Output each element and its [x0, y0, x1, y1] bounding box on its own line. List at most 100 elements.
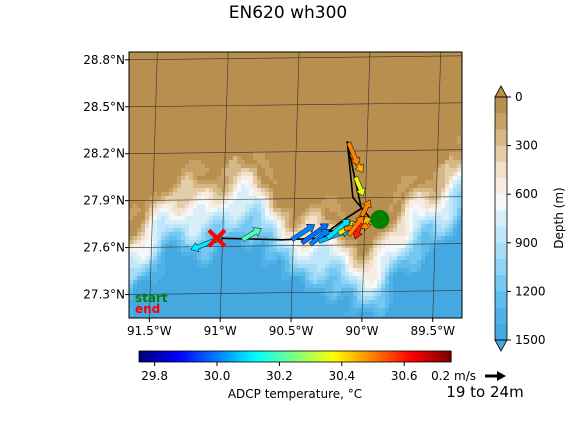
bathymetry-cell — [389, 256, 394, 261]
bathymetry-cell — [141, 212, 146, 217]
bathymetry-cell — [369, 284, 374, 289]
bathymetry-cell — [253, 64, 258, 69]
bathymetry-cell — [401, 156, 406, 161]
bathymetry-cell — [193, 232, 198, 237]
bathymetry-cell — [429, 176, 434, 181]
bathymetry-cell — [153, 260, 158, 265]
bathymetry-cell — [205, 264, 210, 269]
bathymetry-cell — [153, 208, 158, 213]
bathymetry-cell — [377, 108, 382, 113]
bathymetry-cell — [437, 60, 442, 65]
bathymetry-cell — [233, 60, 238, 65]
bathymetry-cell — [129, 192, 134, 197]
bathymetry-cell — [457, 276, 462, 281]
bathymetry-cell — [333, 128, 338, 133]
bathymetry-cell — [365, 68, 370, 73]
bathymetry-cell — [129, 52, 134, 57]
bathymetry-cell — [201, 240, 206, 245]
bathymetry-cell — [133, 240, 138, 245]
bathymetry-cell — [173, 76, 178, 81]
bathymetry-cell — [409, 224, 414, 229]
bathymetry-cell — [285, 144, 290, 149]
bathymetry-cell — [281, 184, 286, 189]
bathymetry-cell — [389, 160, 394, 165]
bathymetry-cell — [277, 60, 282, 65]
bathymetry-cell — [233, 92, 238, 97]
bathymetry-cell — [205, 192, 210, 197]
bathymetry-cell — [449, 56, 454, 61]
bathymetry-cell — [373, 72, 378, 77]
bathymetry-cell — [321, 64, 326, 69]
bathymetry-cell — [437, 184, 442, 189]
bathymetry-cell — [189, 268, 194, 273]
bathymetry-cell — [349, 56, 354, 61]
bathymetry-cell — [453, 72, 458, 77]
bathymetry-cell — [177, 216, 182, 221]
bathymetry-cell — [381, 232, 386, 237]
bathymetry-cell — [201, 120, 206, 125]
bathymetry-cell — [325, 96, 330, 101]
bathymetry-cell — [385, 116, 390, 121]
bathymetry-cell — [177, 72, 182, 77]
bathymetry-cell — [201, 156, 206, 161]
bathymetry-cell — [305, 108, 310, 113]
bathymetry-cell — [293, 72, 298, 77]
bathymetry-cell — [169, 84, 174, 89]
bathymetry-cell — [249, 176, 254, 181]
bathymetry-cell — [149, 156, 154, 161]
bathymetry-cell — [133, 204, 138, 209]
bathymetry-cell — [129, 168, 134, 173]
bathymetry-cell — [161, 236, 166, 241]
bathymetry-cell — [261, 64, 266, 69]
bathymetry-cell — [249, 100, 254, 105]
bathymetry-cell — [129, 68, 134, 73]
bathymetry-cell — [377, 84, 382, 89]
bathymetry-cell — [365, 152, 370, 157]
bathymetry-cell — [385, 108, 390, 113]
bathymetry-cell — [369, 256, 374, 261]
bathymetry-cell — [421, 72, 426, 77]
bathymetry-cell — [321, 168, 326, 173]
bathymetry-cell — [205, 284, 210, 289]
bathymetry-cell — [393, 200, 398, 205]
bathymetry-cell — [281, 132, 286, 137]
bathymetry-cell — [157, 256, 162, 261]
bathymetry-cell — [229, 256, 234, 261]
bathymetry-cell — [181, 148, 186, 153]
bathymetry-cell — [237, 268, 242, 273]
bathymetry-cell — [277, 220, 282, 225]
bathymetry-cell — [157, 148, 162, 153]
bathymetry-cell — [209, 148, 214, 153]
bathymetry-cell — [173, 236, 178, 241]
bathymetry-cell — [329, 280, 334, 285]
bathymetry-cell — [229, 108, 234, 113]
bathymetry-cell — [397, 200, 402, 205]
bathymetry-cell — [417, 268, 422, 273]
bathymetry-cell — [449, 132, 454, 137]
bathymetry-cell — [325, 216, 330, 221]
bathymetry-cell — [129, 232, 134, 237]
bathymetry-cell — [225, 116, 230, 121]
bathymetry-cell — [337, 264, 342, 269]
bathymetry-cell — [229, 288, 234, 293]
bathymetry-cell — [281, 280, 286, 285]
bathymetry-cell — [301, 96, 306, 101]
bathymetry-cell — [373, 160, 378, 165]
bathymetry-cell — [265, 284, 270, 289]
bathymetry-cell — [425, 204, 430, 209]
bathymetry-cell — [129, 216, 134, 221]
bathymetry-cell — [373, 132, 378, 137]
bathymetry-cell — [209, 264, 214, 269]
bathymetry-cell — [157, 116, 162, 121]
bathymetry-cell — [285, 120, 290, 125]
bathymetry-cell — [233, 288, 238, 293]
bathymetry-cell — [209, 280, 214, 285]
bathymetry-cell — [161, 228, 166, 233]
bathymetry-cell — [249, 160, 254, 165]
bathymetry-cell — [257, 212, 262, 217]
bathymetry-cell — [217, 272, 222, 277]
bathymetry-cell — [137, 196, 142, 201]
bathymetry-cell — [161, 92, 166, 97]
bathymetry-cell — [341, 252, 346, 257]
bathymetry-cell — [445, 172, 450, 177]
